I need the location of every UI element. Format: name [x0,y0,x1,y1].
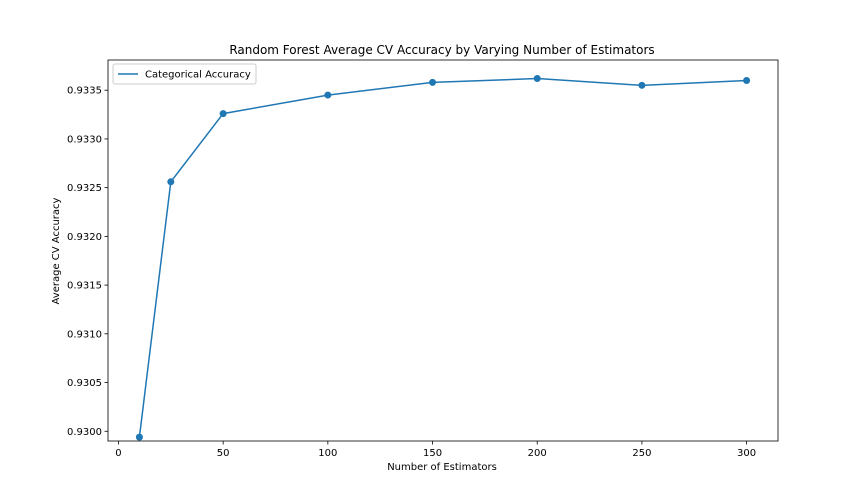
data-point [219,110,227,118]
y-tick-label: 0.9305 [67,378,102,389]
chart-title: Random Forest Average CV Accuracy by Var… [229,43,654,57]
x-tick-label: 300 [737,448,756,459]
legend-label: Categorical Accuracy [145,70,251,81]
x-axis-label: Number of Estimators [387,462,497,473]
data-point [533,75,541,83]
x-tick-label: 100 [318,448,337,459]
x-tick-label: 150 [423,448,442,459]
y-tick-label: 0.9315 [67,281,102,292]
y-tick-label: 0.9330 [67,134,102,145]
y-tick-label: 0.9300 [67,427,102,438]
x-axis: 0 50 100 150 200 250 300 [115,441,756,459]
x-tick-label: 0 [115,448,121,459]
plot-area [107,59,779,442]
x-tick-label: 250 [632,448,651,459]
series-line [138,77,747,438]
data-point [638,81,646,89]
y-tick-label: 0.9335 [67,86,102,97]
legend: Categorical Accuracy [112,63,257,85]
x-tick-label: 50 [217,448,230,459]
legend-box [112,63,257,85]
y-axis: 0.9300 0.9305 0.9310 0.9315 0.9320 0.9325 0.93… [67,86,108,438]
x-tick-label: 200 [528,448,547,459]
data-point [429,78,437,86]
y-tick-label: 0.9320 [67,232,102,243]
y-tick-label: 0.9325 [67,183,102,194]
y-tick-label: 0.9310 [67,329,102,340]
data-point [324,91,332,99]
series-group [135,75,751,441]
y-axis-label: Average CV Accuracy [51,197,62,304]
data-point [135,433,143,441]
data-point [743,76,751,84]
data-point [167,178,175,186]
